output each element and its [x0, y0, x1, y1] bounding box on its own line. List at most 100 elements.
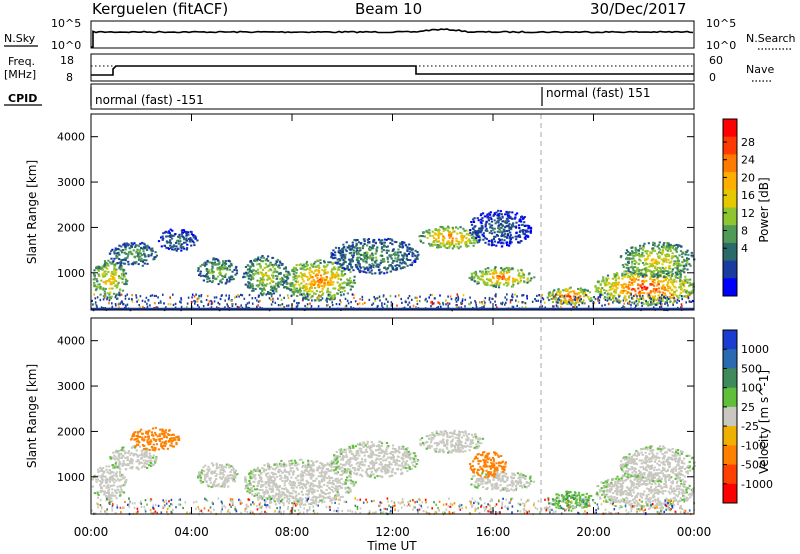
colorbar-tick-label: 20 — [741, 171, 755, 184]
colorbar-tick-label: 4 — [741, 242, 748, 255]
power-echo-region — [108, 241, 158, 267]
nsky-tick-bottom: 10^0 — [51, 39, 81, 52]
cpid-mode-1: normal (fast) -151 — [95, 93, 204, 107]
x-tick-label: 08:00 — [275, 525, 310, 539]
power-echo-region — [619, 241, 696, 279]
beam-label: Beam 10 — [355, 0, 422, 18]
velocity-y-axis: 1000 2000 3000 4000 — [57, 335, 694, 484]
nsky-label: N.Sky — [4, 32, 36, 45]
velocity-echo-region — [91, 464, 128, 504]
power-y-axis: 1000 2000 3000 4000 — [57, 131, 694, 280]
y-tick-label: 3000 — [57, 176, 85, 189]
colorbar-tick-label: -100 — [741, 439, 766, 452]
cpid-panel: CPID normal (fast) -151 normal (fast) 15… — [4, 83, 695, 110]
velocity-echo-region — [330, 440, 420, 479]
velocity-echo-region — [595, 472, 695, 511]
y-tick-label: 3000 — [57, 380, 85, 393]
velocity-ylabel: Slant Range [km] — [25, 364, 39, 468]
colorbar-swatch — [723, 387, 737, 408]
colorbar-swatch — [723, 464, 737, 485]
y-tick-label: 1000 — [57, 267, 85, 280]
colorbar-swatch — [723, 406, 737, 427]
time-axis-label: Time UT — [366, 539, 417, 553]
colorbar-swatch — [723, 260, 737, 279]
colorbar-swatch — [723, 368, 737, 389]
colorbar-tick-label: 16 — [741, 189, 755, 202]
power-echo-region — [242, 255, 289, 297]
velocity-data — [91, 426, 696, 516]
freq-tick-top: 18 — [60, 54, 74, 67]
velocity-panel: 1000 2000 3000 4000 Slant Range [km] — [25, 317, 696, 516]
freq-unit: [MHz] — [4, 68, 36, 81]
velocity-echo-region — [619, 445, 696, 484]
power-echo-region — [330, 237, 420, 275]
y-tick-label: 4000 — [57, 131, 85, 144]
power-colorbar: 28 24 20 16 12 8 4 — [722, 118, 755, 297]
y-tick-label: 2000 — [57, 221, 85, 234]
freq-trace — [91, 65, 694, 76]
nsky-panel: N.Sky 10^5 10^0 10^5 10^0 N.Search — [4, 17, 796, 52]
colorbar-tick-label: 24 — [741, 154, 755, 167]
velocity-echo-region — [130, 426, 181, 452]
x-tick-label: 16:00 — [476, 525, 511, 539]
colorbar-tick-label: 12 — [741, 207, 755, 220]
power-data — [91, 209, 696, 312]
x-tick-label: 00:00 — [677, 525, 712, 539]
colorbar-swatch — [723, 483, 737, 504]
colorbar-swatch — [723, 349, 737, 369]
station-title: Kerguelen (fitACF) — [92, 0, 228, 18]
power-echo-region — [418, 225, 482, 250]
nsky-trace — [91, 28, 694, 48]
x-tick-label: 12:00 — [375, 525, 410, 539]
freq-tick-bottom: 8 — [66, 71, 73, 84]
x-tick-label: 04:00 — [174, 525, 209, 539]
colorbar-tick-label: 8 — [741, 225, 748, 238]
colorbar-swatch — [723, 445, 737, 465]
x-tick-label: 00:00 — [74, 525, 109, 539]
nave-label: Nave — [746, 63, 774, 76]
colorbar-swatch — [723, 330, 737, 350]
colorbar-swatch — [723, 119, 737, 138]
velocity-echo-region — [197, 462, 239, 488]
colorbar-swatch — [723, 136, 737, 155]
power-echo-region — [197, 257, 239, 286]
x-tick-label: 20:00 — [576, 525, 611, 539]
power-echo-region — [546, 286, 595, 307]
velocity-echo-region — [108, 445, 158, 471]
velocity-echo-region — [244, 458, 357, 506]
y-tick-label: 4000 — [57, 335, 85, 348]
colorbar-tick-label: 500 — [741, 362, 762, 375]
colorbar-swatch — [723, 154, 737, 173]
velocity-colorbar: 1000 500 100 25 -25 -100 -500 -1000 — [722, 329, 773, 504]
nsearch-tick-top: 10^5 — [706, 17, 736, 30]
nsearch-tick-bottom: 10^0 — [706, 39, 736, 52]
velocity-echo-region — [419, 429, 485, 454]
cpid-mode-2: normal (fast) 151 — [546, 86, 650, 100]
colorbar-tick-label: -25 — [741, 420, 759, 433]
date-label: 30/Dec/2017 — [590, 0, 686, 18]
freq-panel: Freq. [MHz] 18 8 60 0 Nave — [4, 53, 774, 84]
velocity-colorbar-label: Velocity [m s^-1] — [757, 370, 771, 474]
colorbar-swatch — [723, 426, 737, 446]
colorbar-tick-label: 25 — [741, 401, 755, 414]
y-tick-label: 1000 — [57, 471, 85, 484]
power-echo-region — [469, 209, 533, 248]
velocity-near-range-noise — [91, 497, 695, 516]
colorbar-tick-label: 100 — [741, 382, 762, 395]
colorbar-tick-label: -1000 — [741, 478, 773, 491]
colorbar-tick-label: -500 — [741, 459, 766, 472]
colorbar-swatch — [723, 242, 737, 262]
nave-tick-bottom: 0 — [709, 71, 716, 84]
velocity-echo-region — [469, 451, 507, 479]
nave-tick-top: 60 — [709, 54, 723, 67]
colorbar-swatch — [723, 172, 737, 191]
colorbar-tick-label: 1000 — [741, 343, 769, 356]
power-ylabel: Slant Range [km] — [25, 160, 39, 264]
power-echo-region — [157, 228, 199, 252]
freq-label: Freq. — [8, 55, 35, 68]
colorbar-tick-label: 28 — [741, 136, 755, 149]
nsearch-label: N.Search — [746, 32, 796, 45]
colorbar-swatch — [723, 225, 737, 244]
power-colorbar-label: Power [dB] — [757, 177, 771, 242]
